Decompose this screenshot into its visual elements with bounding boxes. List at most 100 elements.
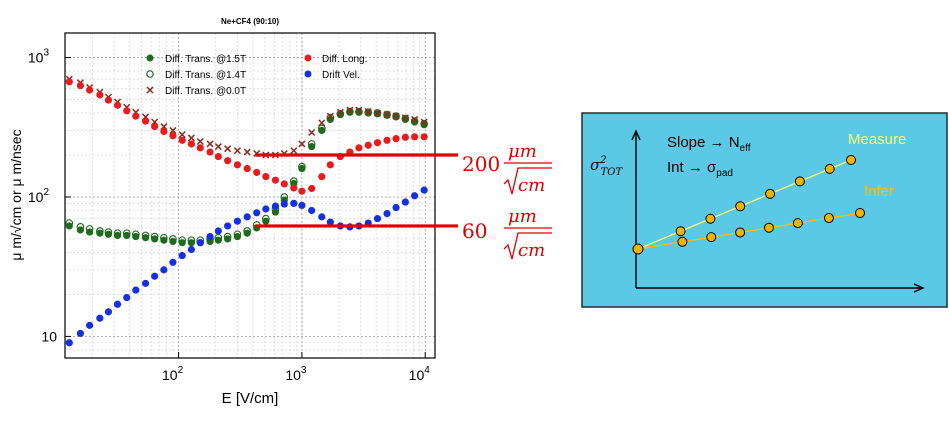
measure-point [794,176,805,187]
data-point [113,101,122,109]
data-point [104,308,113,316]
data-point [113,231,122,240]
data-point [392,112,400,120]
x-axis-label: E [V/cm] [222,390,279,407]
infer-point [735,227,746,238]
intercept-main: Int → σ [667,159,717,176]
data-point [151,122,159,131]
data-point [76,329,85,338]
data-point [178,131,186,139]
measure-point [735,201,746,212]
data-point [214,152,222,161]
data-point [196,239,204,247]
data-point [113,300,122,308]
data-point [392,203,400,212]
intercept-sub: pad [716,168,733,179]
data-point [160,236,168,244]
x-tick-label: 103 [285,365,307,383]
ylabel-base: σ [590,156,601,174]
legend-label: Diff. Long. [322,54,367,65]
data-point [187,239,195,247]
data-point [178,236,187,245]
data-point [420,119,429,128]
data-point [160,266,168,274]
data-point [85,225,94,233]
measure-label: Measure [848,131,906,148]
data-point [383,136,391,144]
data-point [355,144,363,152]
y-tick-label: 102 [28,187,50,205]
data-point [336,108,344,116]
annotation-unit-numerator: μm [508,141,537,162]
legend-marker-filled-red [304,54,312,62]
data-point [206,232,214,241]
data-point [151,235,159,243]
method-diagram: σ2 TOT Slope → Neff Int → σpad Measure In… [581,112,948,308]
ylabel-sub: TOT [601,167,624,178]
data-point [132,286,140,294]
legend-marker-filled-green [146,54,154,62]
diagram-points [632,155,865,255]
data-point [96,229,104,237]
diagram-background [581,112,948,308]
tick-base: 10 [285,367,301,383]
data-point [420,133,428,141]
chart-title: Ne+CF4 (90:10) [221,17,279,26]
measure-point [705,213,716,224]
infer-point [706,232,717,243]
annotation-lines [255,153,458,228]
data-point [123,231,131,240]
data-point [95,227,104,235]
data-point [233,232,242,241]
legend-label: Diff. Trans. @0.0T [165,86,246,97]
measure-point [824,163,835,174]
infer-point [855,208,865,218]
data-point [151,272,159,280]
data-point [141,279,150,287]
data-point [224,235,232,243]
data-point [262,217,270,225]
data-point [326,218,334,226]
data-point [224,222,232,230]
sqrt-sign [503,232,552,260]
tick-exp: 4 [424,365,430,376]
data-point [290,184,298,192]
data-point [132,112,140,120]
data-point [318,126,326,135]
data-point [410,117,419,125]
tick-base: 10 [28,189,44,205]
data-point [206,140,214,148]
data-point [160,233,168,242]
legend-label: Diff. Trans. @1.4T [165,70,246,81]
data-point [298,187,306,195]
tick-base: 10 [28,50,44,66]
data-points [65,75,429,347]
tick-base: 10 [41,328,57,344]
data-point [123,293,131,302]
data-point [224,145,232,153]
data-point [96,91,104,99]
data-point [243,227,252,235]
data-point [178,239,186,247]
y-axis-label: μ m/√cm or μ m/nsec [8,129,24,260]
arrowhead-up-icon [631,129,641,141]
data-point [223,232,232,241]
data-point [196,137,204,146]
data-point [169,132,177,140]
data-point [401,133,409,141]
data-point [420,118,428,126]
data-point [233,230,242,239]
data-point [253,168,261,177]
data-point [243,164,251,173]
data-point [214,227,222,235]
data-point [122,229,131,238]
data-point [346,107,354,116]
legend-marker-filled-blue [304,70,312,78]
legend-label: Drift Vel. [322,70,360,81]
data-point [65,339,73,347]
data-point [160,127,168,136]
data-point [373,109,382,117]
data-point [383,209,391,218]
data-point [318,213,326,221]
